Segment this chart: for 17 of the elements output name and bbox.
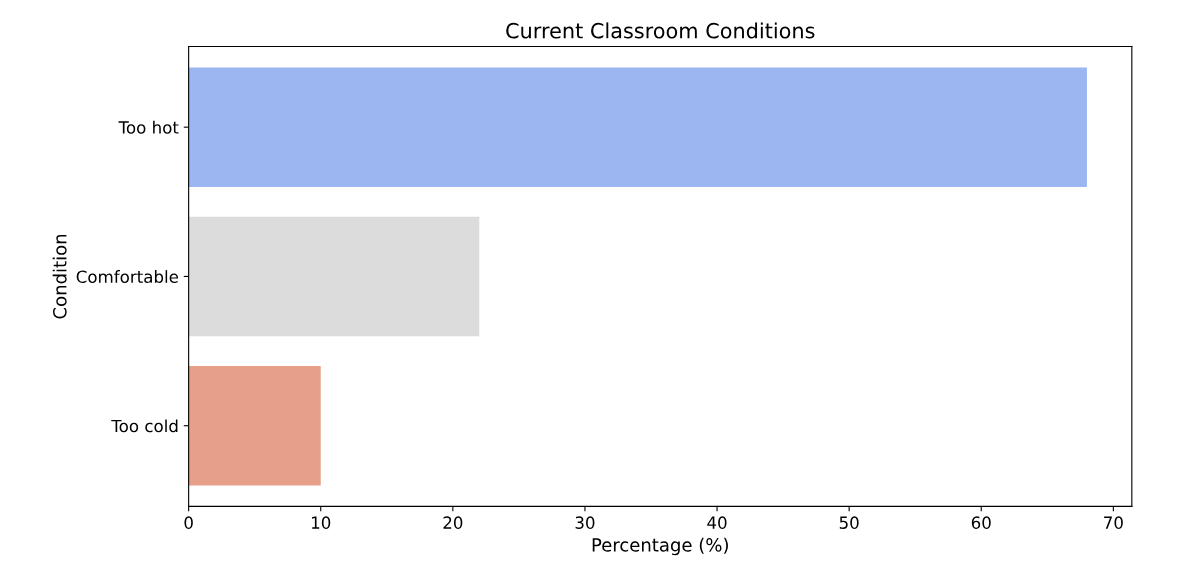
y-tick-label: Too hot [118,120,179,134]
bar [188,216,480,337]
chart-title: Current Classroom Conditions [506,22,815,39]
x-axis-title: Percentage (%) [592,537,728,556]
x-tick-label: 60 [971,516,991,529]
x-tick-label: 10 [311,516,331,529]
y-tick-label: Too cold [111,419,178,433]
x-tick-label: 50 [839,516,859,529]
x-tick-label: 70 [1104,516,1123,529]
x-tick-label: 40 [707,516,727,529]
y-tick-label: Comfortable [76,270,179,284]
x-tick-label: 20 [443,516,463,529]
x-tick-label: 30 [575,516,595,529]
y-axis-title: Condition [52,234,67,319]
bar [188,366,321,486]
x-tick-label: 0 [184,516,193,529]
bar [188,67,1087,187]
